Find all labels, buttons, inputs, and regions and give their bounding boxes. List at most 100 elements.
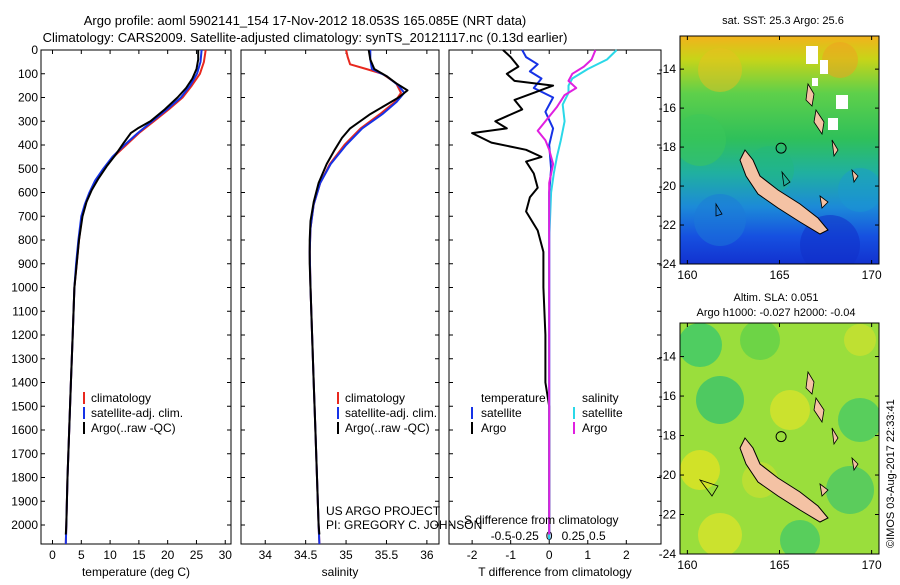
x-tick-label: 25 [190,548,204,562]
s-difference-label: S difference from climatology [464,513,619,527]
plot-frame [448,49,662,545]
legend-temperature-heading: temperature [481,391,546,405]
x-tick-label: -2 [467,548,478,562]
legend-t-satellite-label: satellite [481,406,522,420]
x-tick-label: -1 [505,548,516,562]
salinity-legend: climatology satellite-adj. clim. Argo(..… [337,391,437,435]
depth-tick-label: 700 [18,209,38,223]
depth-tick-label: 600 [18,186,38,200]
sla-map: Altim. SLA: 0.051 Argo h1000: -0.027 h20… [659,292,882,572]
temperature-panel: 0100200300400500600700800900100011001200… [11,43,232,579]
difference-legend: temperature satellite Argo salinity sate… [471,391,623,435]
depth-tick-label: 1400 [11,376,38,390]
x-tick-label: 1 [584,548,591,562]
series-line-s-argo [536,49,597,535]
x-tick-label: 0 [49,548,56,562]
legend-climatology-label: climatology [345,391,405,405]
depth-tick-label: 1600 [11,423,38,437]
s-tick-label: -0.5 [491,529,512,543]
lat-tick-label: -22 [659,218,677,232]
salinity-panel: 34 34.5 35 35.5 36 salinity [240,49,440,579]
x-axis-label: temperature (deg C) [82,565,190,579]
title-line-1: Argo profile: aoml 5902141_154 17-Nov-20… [84,13,527,28]
lat-tick-label: -20 [659,468,677,482]
s-tick-label: -0.25 [511,529,539,543]
depth-tick-label: 1200 [11,328,38,342]
x-tick-label: 35 [339,548,353,562]
depth-tick-label: 500 [18,162,38,176]
x-tick-label: 30 [219,548,233,562]
depth-tick-label: 1500 [11,399,38,413]
x-tick-label: 34 [259,548,273,562]
profile-location-marker [775,142,787,154]
series-line-t-argo [471,49,555,535]
legend-argo-label: Argo(..raw -QC) [345,421,430,435]
legend-s-argo-label: Argo [582,421,608,435]
project-credit: US ARGO PROJECT [326,504,441,518]
depth-tick-label: 1900 [11,494,38,508]
sst-map-axes: 160 165 170 -14 -16 -18 -20 -22 -24 [659,36,882,282]
x-tick-label: 35.5 [375,548,399,562]
x-tick-label: 36 [420,548,434,562]
lat-tick-label: -24 [659,547,677,561]
series-line-argo [64,50,200,535]
legend-satellite-label: satellite-adj. clim. [345,406,437,420]
legend-climatology-label: climatology [91,391,151,405]
plot-frame [40,49,232,545]
lon-tick-label: 170 [862,558,882,572]
lat-tick-label: -16 [659,101,677,115]
difference-panel: -2 -1 0 1 2 T difference from climatology -0.5… [448,49,662,579]
x-tick-label: 2 [623,548,630,562]
s-tick-label: 0.5 [589,529,606,543]
lon-tick-label: 170 [862,268,882,282]
depth-tick-label: 1800 [11,471,38,485]
x-tick-label: 15 [132,548,146,562]
lat-tick-label: -18 [659,429,677,443]
lat-tick-label: -20 [659,179,677,193]
x-tick-label: 10 [103,548,117,562]
lat-tick-label: -22 [659,508,677,522]
depth-tick-label: 1700 [11,447,38,461]
depth-tick-label: 400 [18,138,38,152]
lon-tick-label: 165 [769,558,789,572]
sla-map-axes: 160 165 170 -14 -16 -18 -20 -22 -24 [659,323,882,572]
x-tick-label: 0 [546,548,553,562]
profile-location-marker [775,431,787,443]
series-line-argo [308,49,409,535]
legend-s-satellite-label: satellite [582,406,623,420]
depth-tick-label: 1300 [11,352,38,366]
x-axis-label: salinity [322,565,359,579]
lon-tick-label: 160 [677,558,697,572]
depth-tick-label: 2000 [11,518,38,532]
sla-map-title: Altim. SLA: 0.051 [734,292,819,304]
x-axis-label: T difference from climatology [478,565,632,579]
x-tick-label: 5 [78,548,85,562]
legend-satellite-label: satellite-adj. clim. [91,406,183,420]
sla-texture [680,323,879,554]
s-tick-label: 0.25 [562,529,586,543]
lat-tick-label: -24 [659,257,677,271]
lat-tick-label: -14 [659,350,677,364]
pi-credit: PI: GREGORY C. JOHNSON [326,518,482,532]
lat-tick-label: -18 [659,140,677,154]
sla-map-subtitle: Argo h1000: -0.027 h2000: -0.04 [696,307,855,319]
depth-tick-label: 900 [18,257,38,271]
sst-texture [680,42,879,264]
x-tick-label: 20 [161,548,175,562]
lat-tick-label: -14 [659,62,677,76]
plot-frame [240,49,440,545]
x-tick-label: 34.5 [294,548,318,562]
lat-tick-label: -16 [659,389,677,403]
temperature-legend: climatology satellite-adj. clim. Argo(..… [83,391,183,435]
sst-map-title: sat. SST: 25.3 Argo: 25.6 [722,15,844,27]
sst-map: sat. SST: 25.3 Argo: 25.6 160 165 170- [659,15,882,282]
imos-timestamp: ©IMOS 03-Aug-2017 22:33:41 [885,399,897,548]
depth-tick-label: 1000 [11,281,38,295]
lon-tick-label: 165 [769,268,789,282]
legend-argo-label: Argo(..raw -QC) [91,421,176,435]
title-line-2: Climatology: CARS2009. Satellite-adjuste… [43,30,568,45]
depth-tick-label: 1100 [12,304,38,318]
depth-tick-label: 800 [18,233,38,247]
